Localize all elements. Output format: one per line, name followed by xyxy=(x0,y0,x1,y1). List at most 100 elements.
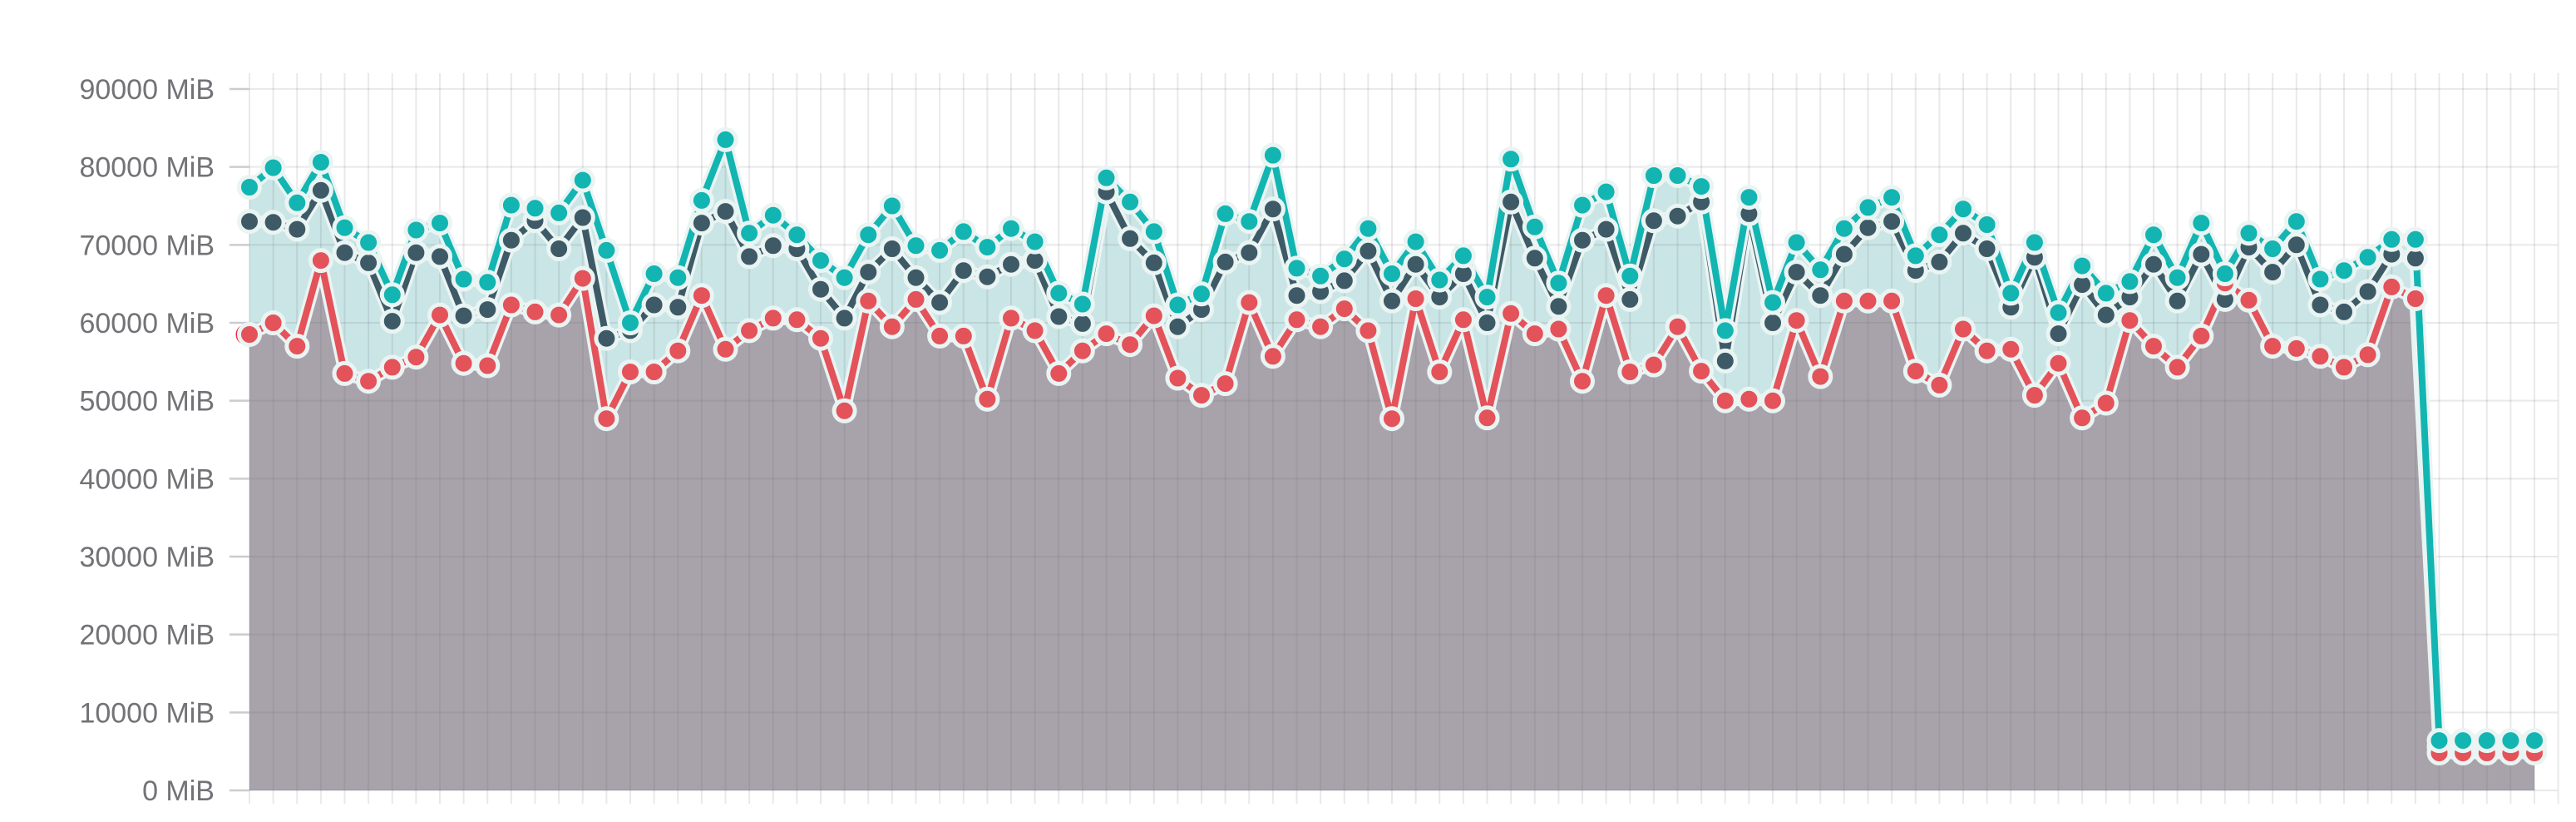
teal-data-point[interactable] xyxy=(1522,214,1547,240)
teal-data-point[interactable] xyxy=(1474,285,1500,310)
dark-slate-data-point[interactable] xyxy=(1522,245,1547,271)
teal-data-point[interactable] xyxy=(2046,300,2071,325)
red-data-point[interactable] xyxy=(522,299,548,324)
teal-data-point[interactable] xyxy=(999,215,1024,241)
red-data-point[interactable] xyxy=(1522,321,1547,347)
dark-slate-data-point[interactable] xyxy=(950,258,976,284)
red-data-point[interactable] xyxy=(1784,308,1809,334)
teal-data-point[interactable] xyxy=(1927,222,1952,248)
dark-slate-data-point[interactable] xyxy=(2189,241,2214,267)
dark-slate-data-point[interactable] xyxy=(1831,241,1857,267)
red-data-point[interactable] xyxy=(2117,308,2143,334)
red-data-point[interactable] xyxy=(475,353,501,379)
red-data-point[interactable] xyxy=(1974,338,2000,364)
dark-slate-data-point[interactable] xyxy=(1498,189,1524,215)
teal-data-point[interactable] xyxy=(2522,728,2547,754)
dark-slate-data-point[interactable] xyxy=(1474,310,1500,335)
red-data-point[interactable] xyxy=(356,369,382,394)
teal-data-point[interactable] xyxy=(2402,226,2428,252)
red-data-point[interactable] xyxy=(308,248,333,274)
dark-slate-data-point[interactable] xyxy=(2093,302,2119,328)
red-data-point[interactable] xyxy=(999,305,1024,331)
teal-data-point[interactable] xyxy=(451,266,476,292)
dark-slate-data-point[interactable] xyxy=(856,260,881,285)
red-data-point[interactable] xyxy=(1355,318,1381,344)
red-data-point[interactable] xyxy=(260,310,286,335)
dark-slate-data-point[interactable] xyxy=(2283,232,2309,258)
red-data-point[interactable] xyxy=(618,359,643,384)
red-data-point[interactable] xyxy=(570,265,595,291)
teal-data-point[interactable] xyxy=(665,265,691,290)
teal-data-point[interactable] xyxy=(498,192,524,218)
teal-data-point[interactable] xyxy=(1831,215,1857,241)
red-data-point[interactable] xyxy=(1855,288,1881,314)
teal-data-point[interactable] xyxy=(2355,245,2381,270)
red-data-point[interactable] xyxy=(2070,405,2095,431)
dark-slate-data-point[interactable] xyxy=(1927,249,1952,275)
red-data-point[interactable] xyxy=(1951,316,1976,342)
teal-data-point[interactable] xyxy=(1022,229,1048,255)
teal-data-point[interactable] xyxy=(2189,210,2214,236)
red-data-point[interactable] xyxy=(665,338,691,364)
teal-data-point[interactable] xyxy=(594,237,619,263)
red-data-point[interactable] xyxy=(594,406,619,432)
dark-slate-data-point[interactable] xyxy=(1617,286,1643,312)
dark-slate-data-point[interactable] xyxy=(475,297,501,323)
dark-slate-data-point[interactable] xyxy=(498,227,524,253)
teal-data-point[interactable] xyxy=(2332,258,2356,284)
red-data-point[interactable] xyxy=(1474,405,1500,431)
red-data-point[interactable] xyxy=(451,350,476,376)
teal-data-point[interactable] xyxy=(1546,270,1572,296)
dark-slate-data-point[interactable] xyxy=(2164,288,2190,314)
dark-slate-data-point[interactable] xyxy=(688,210,714,236)
red-data-point[interactable] xyxy=(2355,342,2381,368)
teal-data-point[interactable] xyxy=(1308,263,1334,289)
dark-slate-data-point[interactable] xyxy=(1046,304,1072,329)
red-data-point[interactable] xyxy=(1403,286,1429,311)
red-data-point[interactable] xyxy=(284,334,310,359)
red-data-point[interactable] xyxy=(1046,360,1072,386)
red-data-point[interactable] xyxy=(1165,365,1191,391)
dark-slate-data-point[interactable] xyxy=(1951,220,1976,246)
dark-slate-data-point[interactable] xyxy=(737,244,762,270)
dark-slate-data-point[interactable] xyxy=(379,309,405,334)
red-data-point[interactable] xyxy=(379,354,405,380)
red-data-point[interactable] xyxy=(427,302,452,328)
dark-slate-data-point[interactable] xyxy=(1855,215,1881,240)
dark-slate-data-point[interactable] xyxy=(1236,240,1262,265)
dark-slate-data-point[interactable] xyxy=(1712,348,1738,374)
dark-slate-data-point[interactable] xyxy=(1355,238,1381,264)
teal-data-point[interactable] xyxy=(1069,291,1095,317)
teal-data-point[interactable] xyxy=(688,187,714,213)
teal-data-point[interactable] xyxy=(1808,257,1833,283)
red-data-point[interactable] xyxy=(1022,318,1048,344)
red-data-point[interactable] xyxy=(332,360,358,386)
teal-data-point[interactable] xyxy=(2021,230,2047,255)
red-data-point[interactable] xyxy=(2164,354,2190,380)
dark-slate-data-point[interactable] xyxy=(1760,310,1785,335)
teal-data-point[interactable] xyxy=(618,310,643,335)
dark-slate-data-point[interactable] xyxy=(1593,216,1619,242)
dark-slate-data-point[interactable] xyxy=(1379,288,1404,314)
teal-data-point[interactable] xyxy=(2260,236,2286,261)
teal-data-point[interactable] xyxy=(1855,195,1881,220)
dark-slate-data-point[interactable] xyxy=(1118,225,1143,251)
red-data-point[interactable] xyxy=(1260,344,1286,369)
teal-data-point[interactable] xyxy=(1974,212,2000,237)
teal-data-point[interactable] xyxy=(1046,280,1072,306)
teal-data-point[interactable] xyxy=(737,220,762,246)
red-data-point[interactable] xyxy=(1093,321,1119,347)
red-data-point[interactable] xyxy=(1546,316,1572,342)
red-data-point[interactable] xyxy=(641,359,667,384)
dark-slate-data-point[interactable] xyxy=(594,325,619,351)
teal-data-point[interactable] xyxy=(237,175,262,200)
teal-data-point[interactable] xyxy=(832,265,857,290)
dark-slate-data-point[interactable] xyxy=(2260,260,2286,285)
red-data-point[interactable] xyxy=(2189,323,2214,349)
teal-data-point[interactable] xyxy=(2164,265,2190,290)
dark-slate-data-point[interactable] xyxy=(1212,249,1238,275)
dark-slate-data-point[interactable] xyxy=(975,264,1000,290)
teal-data-point[interactable] xyxy=(2450,728,2476,754)
red-data-point[interactable] xyxy=(1593,283,1619,309)
dark-slate-data-point[interactable] xyxy=(1641,208,1666,234)
